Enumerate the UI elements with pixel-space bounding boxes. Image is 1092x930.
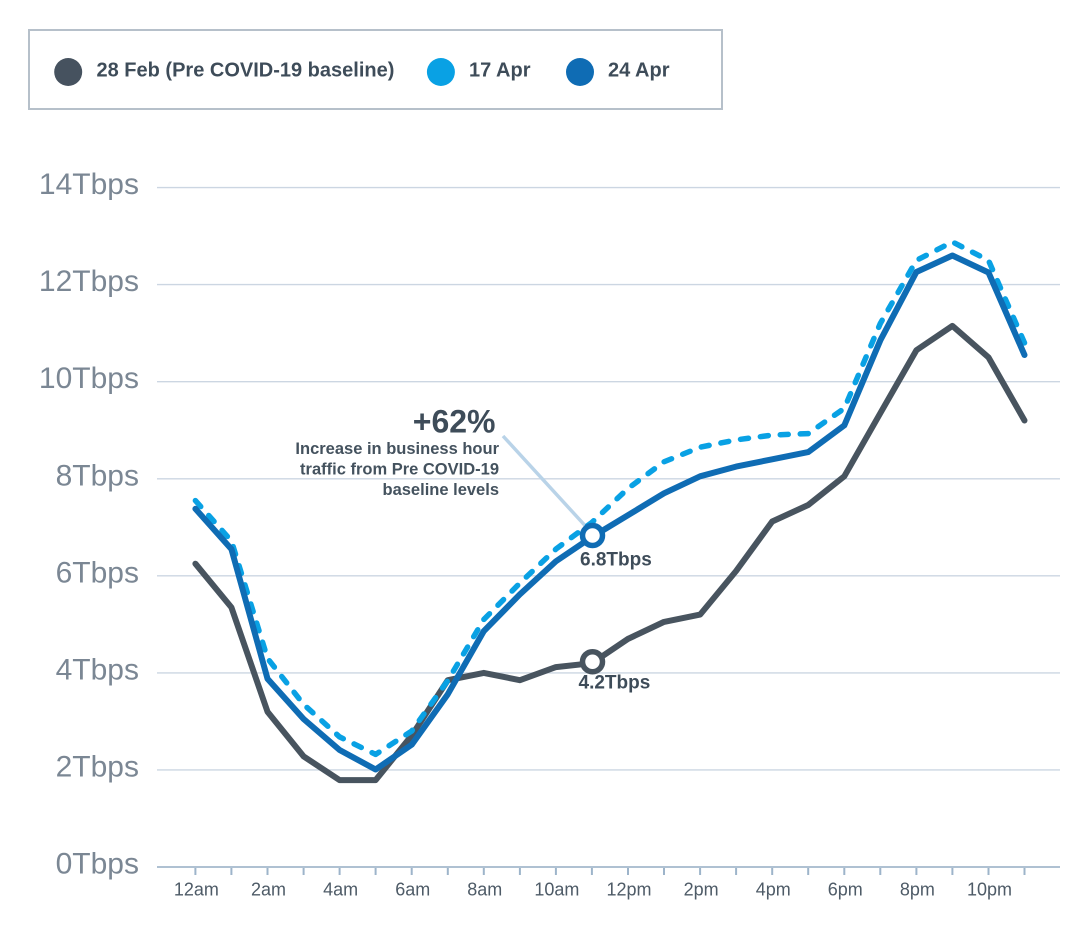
svg-text:baseline levels: baseline levels xyxy=(383,481,500,499)
svg-text:4Tbps: 4Tbps xyxy=(56,653,139,686)
svg-text:12pm: 12pm xyxy=(606,880,651,900)
svg-text:0Tbps: 0Tbps xyxy=(56,848,139,881)
svg-text:12am: 12am xyxy=(174,880,219,900)
svg-text:14Tbps: 14Tbps xyxy=(39,168,139,201)
svg-text:4pm: 4pm xyxy=(756,880,791,900)
svg-text:4am: 4am xyxy=(323,880,358,900)
svg-text:6.8Tbps: 6.8Tbps xyxy=(580,550,652,571)
svg-text:6pm: 6pm xyxy=(828,880,863,900)
svg-text:Increase in business hour: Increase in business hour xyxy=(295,440,499,458)
svg-text:8pm: 8pm xyxy=(900,880,935,900)
svg-text:+62%: +62% xyxy=(413,404,496,440)
svg-text:10Tbps: 10Tbps xyxy=(39,362,139,395)
svg-text:traffic from Pre COVID-19: traffic from Pre COVID-19 xyxy=(300,461,499,479)
svg-text:10pm: 10pm xyxy=(967,880,1012,900)
svg-text:2pm: 2pm xyxy=(684,880,719,900)
svg-text:6Tbps: 6Tbps xyxy=(56,556,139,589)
svg-text:8Tbps: 8Tbps xyxy=(56,459,139,492)
svg-text:8am: 8am xyxy=(467,880,502,900)
svg-text:2am: 2am xyxy=(251,880,286,900)
svg-text:17 Apr: 17 Apr xyxy=(469,60,531,82)
svg-text:6am: 6am xyxy=(395,880,430,900)
svg-text:2Tbps: 2Tbps xyxy=(56,750,139,783)
svg-text:28 Feb (Pre COVID-19 baseline): 28 Feb (Pre COVID-19 baseline) xyxy=(97,60,395,82)
svg-text:10am: 10am xyxy=(534,880,579,900)
svg-text:24 Apr: 24 Apr xyxy=(608,60,670,82)
svg-text:4.2Tbps: 4.2Tbps xyxy=(579,673,651,694)
svg-text:12Tbps: 12Tbps xyxy=(39,265,139,298)
